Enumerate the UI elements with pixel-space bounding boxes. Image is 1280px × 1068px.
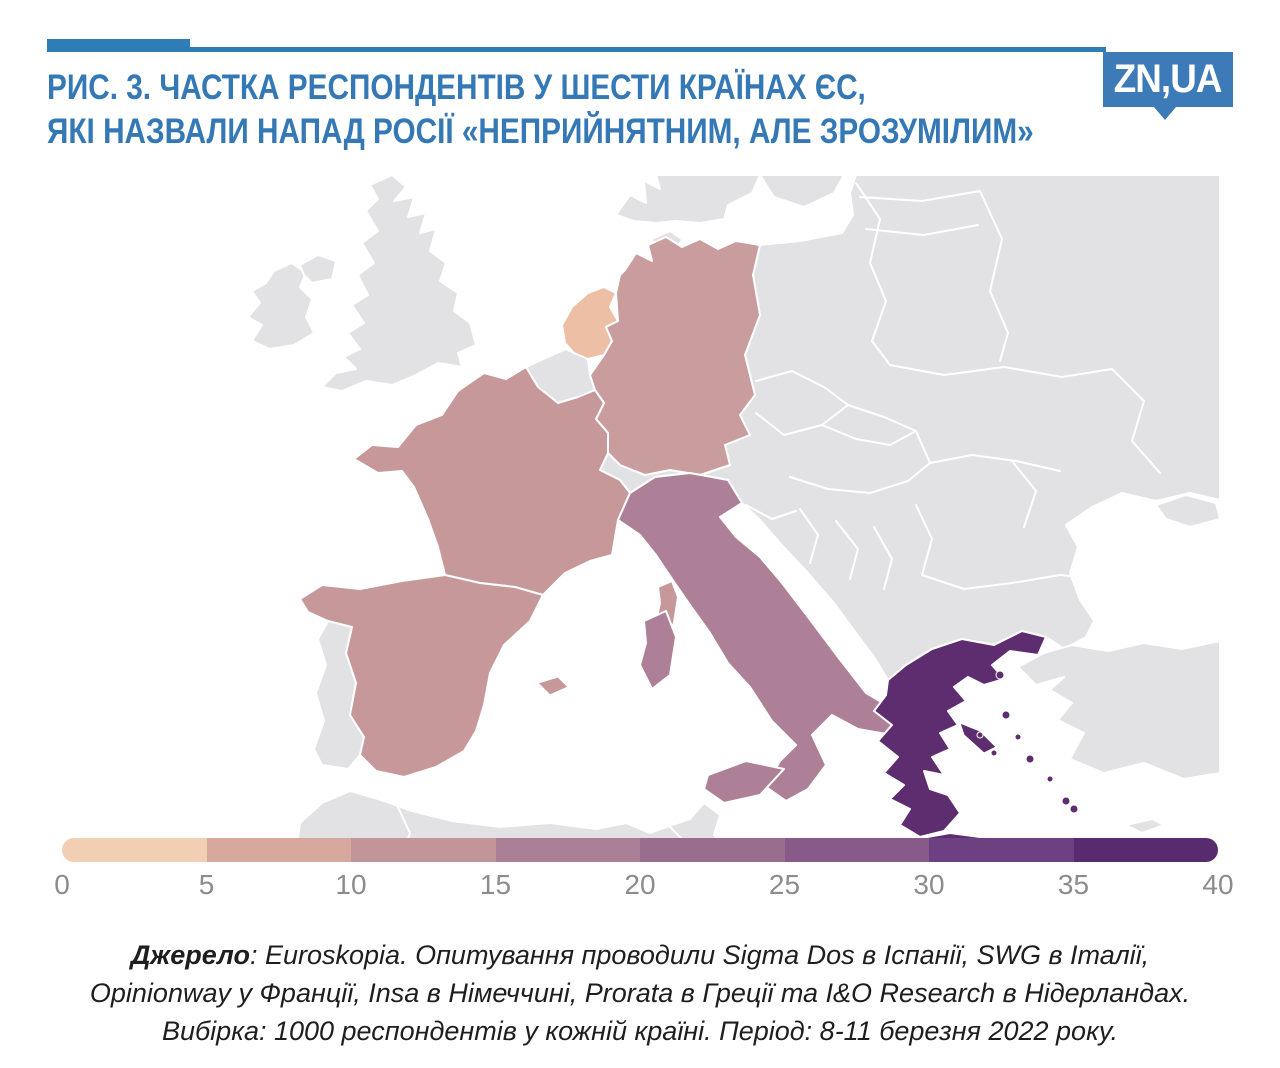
- legend-segment: [929, 838, 1074, 862]
- legend-segment: [640, 838, 785, 862]
- country-mallorca: [537, 676, 569, 696]
- country-norway: [615, 175, 761, 224]
- accent-bar-thick: [47, 39, 190, 52]
- country-sweden: [759, 175, 845, 208]
- legend-segment: [784, 838, 929, 862]
- legend-tick: 20: [624, 869, 656, 900]
- caption-line-1-rest: : Euroskopia. Опитування проводили Sigma…: [249, 940, 1150, 970]
- europe-map: [60, 175, 1220, 855]
- figure-title: РИС. 3. ЧАСТКА РЕСПОНДЕНТІВ У ШЕСТИ КРАЇ…: [47, 66, 1067, 154]
- figure-title-line1: РИС. 3. ЧАСТКА РЕСПОНДЕНТІВ У ШЕСТИ КРАЇ…: [47, 68, 866, 107]
- legend-segment: [495, 838, 640, 862]
- legend-segment: [1073, 838, 1218, 862]
- legend-tick: 10: [335, 869, 367, 900]
- source-caption: Джерело: Euroskopia. Опитування проводил…: [0, 936, 1280, 1050]
- caption-line-1: Джерело: Euroskopia. Опитування проводил…: [0, 936, 1280, 974]
- caption-source-label: Джерело: [130, 940, 250, 970]
- country-italy: [617, 472, 901, 802]
- legend-tick: 0: [54, 869, 70, 900]
- caption-line-2: Opinionway у Франції, Insa в Німеччині, …: [89, 978, 1191, 1008]
- legend-segment: [206, 838, 351, 862]
- color-scale-ticks: 0 5 10 15 20 25 30 35 40: [54, 869, 1233, 901]
- country-netherlands: [561, 286, 619, 360]
- legend-tick: 15: [479, 869, 512, 900]
- country-sicily: [703, 760, 785, 804]
- legend-segment: [351, 838, 496, 862]
- znua-logo: ZN,UA: [1103, 52, 1233, 107]
- legend-segment: [62, 838, 207, 862]
- country-euboea: [959, 722, 997, 754]
- caption-line-3: Вибірка: 1000 респондентів у кожній краї…: [161, 1016, 1119, 1046]
- country-germany: [589, 236, 761, 476]
- figure-title-line2: ЯКІ НАЗВАЛИ НАПАД РОСІЇ «НЕПРИЙНЯТНИМ, А…: [47, 112, 1034, 151]
- map-surveyed-countries: [299, 236, 1079, 854]
- accent-bar-thin: [190, 47, 1106, 52]
- country-crimea: [1155, 494, 1220, 528]
- country-northern-ireland: [299, 254, 337, 284]
- color-scale-bar: [62, 838, 1218, 862]
- country-greece: [873, 630, 1047, 838]
- znua-logo-text: ZN,UA: [1114, 57, 1223, 101]
- map-internal-borders: [395, 182, 1161, 855]
- country-sardinia: [639, 610, 677, 690]
- country-cyprus: [1125, 818, 1165, 834]
- country-france: [353, 366, 631, 596]
- country-great-britain: [321, 175, 477, 392]
- legend-tick: 35: [1057, 869, 1090, 900]
- legend-tick: 5: [198, 869, 215, 900]
- greek-islands: [976, 670, 1079, 814]
- znua-logo-tail-icon: [1153, 106, 1177, 120]
- legend-tick: 40: [1202, 869, 1234, 900]
- country-spain: [299, 574, 544, 778]
- country-ireland: [247, 262, 315, 350]
- legend-tick: 30: [913, 869, 945, 900]
- country-turkey: [1017, 640, 1220, 780]
- legend-tick: 25: [768, 869, 801, 900]
